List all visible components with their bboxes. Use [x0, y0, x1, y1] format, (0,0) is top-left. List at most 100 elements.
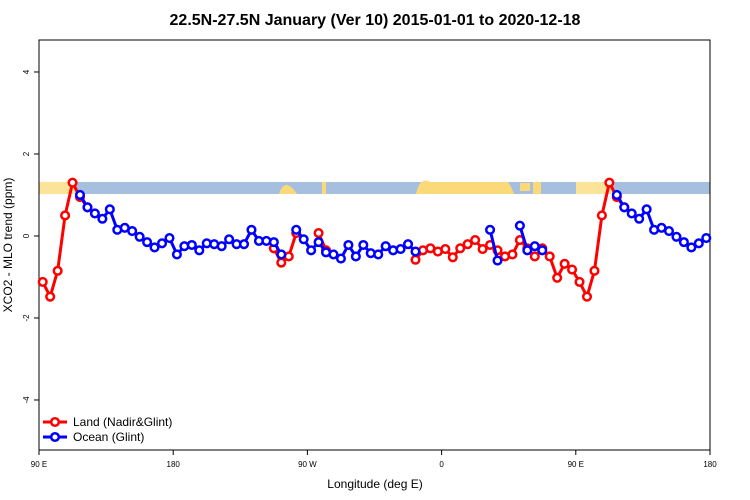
data-point [626, 208, 637, 219]
data-point [380, 241, 391, 252]
data-point [470, 235, 481, 246]
data-point [328, 249, 339, 260]
y-tick-label: -4 [22, 396, 31, 404]
data-point [313, 237, 324, 248]
data-point [552, 272, 563, 283]
data-point [529, 241, 540, 252]
data-point [693, 238, 704, 249]
data-point [507, 249, 518, 260]
land-strip [416, 180, 514, 194]
data-point [410, 246, 421, 257]
data-point [686, 242, 697, 253]
data-point [164, 232, 175, 244]
data-point [589, 265, 600, 276]
data-point [447, 252, 458, 263]
data-point [581, 291, 593, 302]
land-strip [533, 182, 541, 194]
data-point [82, 202, 93, 213]
x-tick-label: 90 E [568, 460, 584, 469]
data-point [194, 245, 205, 256]
land-strip [322, 182, 326, 194]
land-strip [279, 185, 297, 194]
y-axis-label: XCO2 - MLO trend (ppm) [1, 178, 15, 313]
data-point [268, 237, 279, 248]
data-point [634, 213, 645, 224]
legend-marker [49, 416, 61, 428]
data-point [514, 220, 525, 231]
data-point [276, 249, 287, 260]
data-point [410, 254, 421, 265]
x-tick-label: 90 W [298, 460, 317, 469]
data-point [678, 237, 689, 248]
data-point [97, 213, 108, 224]
data-point [567, 264, 578, 275]
data-point [313, 228, 324, 239]
data-point [45, 291, 56, 302]
land-strip [520, 183, 530, 191]
data-point [671, 231, 682, 242]
data-point [462, 239, 473, 250]
x-tick-label: 180 [703, 460, 717, 469]
data-point [127, 226, 138, 237]
data-point [485, 224, 496, 235]
plot-frame [38, 39, 711, 451]
data-point [358, 239, 369, 251]
x-tick-label: 180 [167, 460, 181, 469]
data-point [403, 239, 414, 250]
data-point [596, 210, 607, 221]
data-point [52, 265, 63, 276]
data-point [306, 245, 317, 256]
data-point [142, 237, 153, 248]
data-point [186, 239, 197, 251]
data-point [701, 232, 712, 244]
data-point [529, 251, 540, 262]
data-point [559, 258, 570, 269]
x-tick-label: 90 E [31, 460, 47, 469]
data-point [171, 249, 182, 260]
data-point [67, 177, 78, 188]
y-tick-label: -2 [22, 314, 31, 322]
data-point [604, 177, 615, 188]
data-point [246, 224, 257, 235]
data-point [134, 231, 145, 242]
x-tick-label: 0 [439, 460, 444, 469]
data-point [544, 251, 555, 262]
map-strip [39, 180, 710, 194]
data-point [89, 208, 100, 219]
data-point [522, 245, 533, 256]
data-point [455, 243, 466, 254]
data-point [104, 204, 115, 215]
y-tick-label: 0 [22, 233, 31, 238]
data-point [611, 189, 622, 201]
legend-marker [49, 431, 61, 443]
data-point [619, 202, 630, 213]
data-point [37, 276, 48, 287]
y-tick-label: 4 [22, 69, 31, 74]
data-point [224, 234, 235, 245]
data-point [350, 251, 361, 262]
series-line [41, 181, 626, 299]
legend-label: Ocean (Glint) [73, 430, 144, 444]
data-point [395, 244, 406, 255]
data-point [298, 234, 309, 245]
data-point [574, 276, 585, 287]
data-point [477, 244, 488, 255]
data-point [74, 189, 86, 201]
data-point [440, 244, 451, 255]
land-strip [39, 182, 76, 194]
legend-label: Land (Nadir&Glint) [73, 415, 172, 429]
data-point [216, 241, 227, 252]
y-tick-label: 2 [22, 151, 31, 156]
data-point [291, 224, 302, 235]
data-point [641, 204, 652, 215]
data-point [238, 239, 250, 250]
data-point [492, 255, 503, 266]
data-point [156, 238, 168, 249]
data-point [537, 245, 548, 256]
data-point [335, 253, 347, 264]
data-point [60, 210, 71, 221]
data-point [149, 242, 160, 253]
data-point [276, 257, 287, 268]
land-strip [576, 182, 613, 194]
